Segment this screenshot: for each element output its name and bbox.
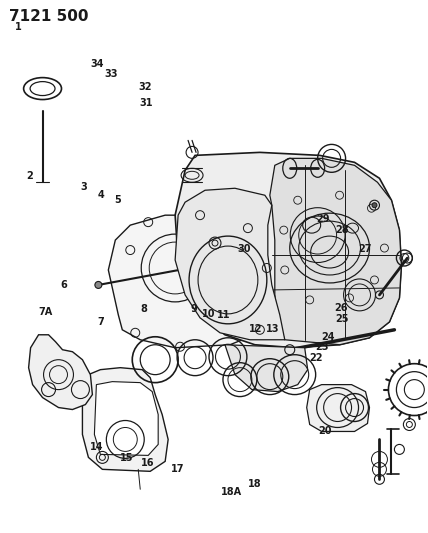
- Text: 11: 11: [217, 310, 231, 320]
- Text: 14: 14: [90, 442, 104, 452]
- Text: 6: 6: [60, 280, 67, 290]
- Polygon shape: [270, 158, 401, 345]
- Text: 18A: 18A: [220, 487, 242, 497]
- Text: 26: 26: [334, 303, 348, 313]
- Text: 9: 9: [190, 304, 197, 314]
- Text: 28: 28: [335, 225, 349, 236]
- Polygon shape: [108, 215, 275, 348]
- Polygon shape: [225, 345, 308, 392]
- Text: 22: 22: [309, 353, 322, 363]
- Polygon shape: [29, 335, 92, 409]
- Polygon shape: [175, 188, 285, 340]
- Ellipse shape: [95, 281, 102, 288]
- Text: 23: 23: [315, 342, 328, 352]
- Text: 32: 32: [138, 82, 152, 92]
- Text: 30: 30: [237, 245, 251, 254]
- Text: 24: 24: [321, 332, 335, 342]
- Polygon shape: [83, 368, 168, 471]
- Text: 3: 3: [80, 182, 87, 192]
- Text: 5: 5: [115, 195, 122, 205]
- Text: 8: 8: [140, 304, 147, 314]
- Text: 12: 12: [249, 324, 262, 334]
- Polygon shape: [175, 152, 401, 348]
- Text: 2: 2: [27, 171, 33, 181]
- Text: 20: 20: [318, 426, 332, 436]
- Text: 7121 500: 7121 500: [9, 9, 88, 24]
- Ellipse shape: [372, 203, 377, 208]
- Text: 7A: 7A: [39, 306, 53, 317]
- Text: 13: 13: [266, 324, 279, 334]
- Polygon shape: [307, 385, 369, 431]
- Text: 34: 34: [90, 59, 104, 69]
- Text: 31: 31: [139, 98, 152, 108]
- Polygon shape: [95, 382, 158, 455]
- Text: 17: 17: [171, 464, 184, 474]
- Text: 33: 33: [105, 69, 119, 79]
- Text: 7: 7: [98, 317, 104, 327]
- Text: 27: 27: [359, 245, 372, 254]
- Text: 15: 15: [120, 453, 133, 463]
- Text: 18: 18: [248, 479, 262, 489]
- Text: 4: 4: [98, 190, 104, 200]
- Text: 10: 10: [202, 309, 215, 319]
- Text: 1: 1: [15, 22, 22, 33]
- Polygon shape: [272, 193, 389, 302]
- Text: 29: 29: [316, 214, 330, 224]
- Text: 16: 16: [141, 458, 155, 468]
- Text: 25: 25: [335, 313, 349, 324]
